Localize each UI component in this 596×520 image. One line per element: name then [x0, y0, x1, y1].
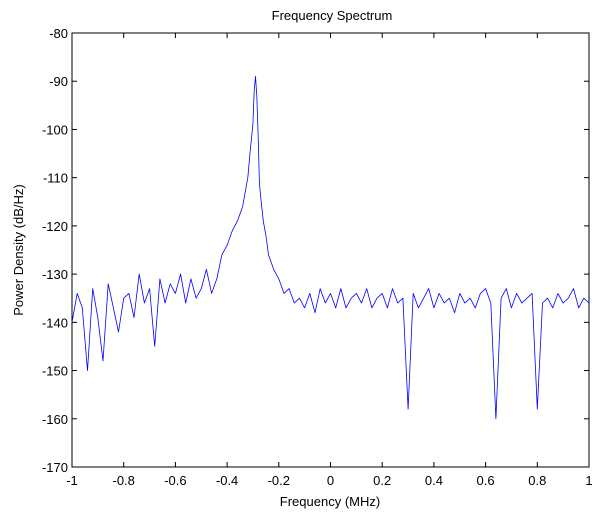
y-axis-label: Power Density (dB/Hz) — [11, 184, 26, 315]
y-tick-label: -100 — [42, 122, 68, 137]
y-tick-label: -140 — [42, 315, 68, 330]
y-tick-label: -110 — [43, 171, 68, 186]
plot-area — [71, 32, 590, 468]
y-tick-label: -170 — [42, 460, 68, 475]
y-tick-label: -90 — [49, 74, 68, 89]
y-tick-label: -120 — [42, 219, 68, 234]
x-tick-label: 0.6 — [477, 473, 495, 488]
x-tick-label: -0.6 — [164, 473, 186, 488]
spectrum-line — [71, 76, 590, 420]
x-tick-label: -0.4 — [216, 473, 238, 488]
y-tick-label: -150 — [42, 364, 68, 379]
y-tick-label: -130 — [42, 267, 68, 282]
x-tick-label: -0.8 — [112, 473, 134, 488]
x-tick-label: 0.4 — [425, 473, 443, 488]
y-axis-ticks: -170 -160 -150 -140 -130 -120 -110 -100 -90 -80 — [42, 26, 589, 475]
x-axis-ticks: -1 -0.8 -0.6 -0.4 -0.2 0 0.2 0.4 0.6 0.8 1 — [66, 33, 593, 488]
x-tick-label: 0 — [327, 473, 334, 488]
chart-title: Frequency Spectrum — [272, 8, 393, 23]
spectrum-series — [71, 76, 590, 420]
x-tick-label: 0.8 — [528, 473, 546, 488]
x-axis-label: Frequency (MHz) — [280, 494, 380, 509]
x-tick-label: 1 — [585, 473, 592, 488]
x-tick-label: 0.2 — [373, 473, 391, 488]
x-tick-label: -1 — [66, 473, 78, 488]
y-tick-label: -80 — [49, 26, 68, 41]
x-tick-label: -0.2 — [268, 473, 290, 488]
y-tick-label: -160 — [42, 412, 68, 427]
